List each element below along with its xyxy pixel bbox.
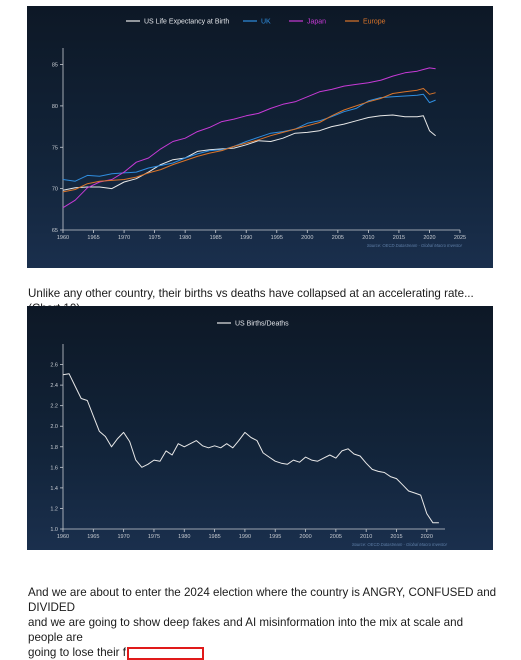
y-tick-label: 65 [52, 228, 58, 234]
x-tick-label: 2000 [299, 534, 311, 540]
y-tick-label: 80 [52, 104, 58, 110]
life-expectancy-chart-svg: 65 70 75 80 85 1960 1965 1970 1975 1980 1985 1990 19… [52, 19, 466, 249]
life-expectancy-chart: 65 70 75 80 85 1960 1965 1970 1975 1980 1985 1990 19… [27, 6, 493, 268]
paragraph-election-line-3: going to lose their f [28, 645, 498, 660]
x-tick-label: 1985 [208, 534, 220, 540]
y-tick-label: 75 [52, 145, 58, 151]
y-tick-label: 1.0 [50, 527, 58, 533]
x-tick-label: 1990 [240, 235, 252, 241]
y-tick-label: 85 [52, 63, 58, 69]
births-deaths-chart: 1.0 1.2 1.4 1.6 1.8 2.0 2.2 2.4 2.6 1960 1965 1970 1… [27, 306, 493, 550]
x-tick-label: 1965 [87, 235, 99, 241]
legend-label: US Births/Deaths [235, 321, 289, 328]
paragraph-election-line-2: and we are going to show deep fakes and … [28, 616, 464, 644]
y-tick-label: 2.0 [50, 424, 58, 430]
x-tick-label: 2010 [360, 534, 372, 540]
y-tick-label: 2.2 [50, 404, 58, 410]
x-tick-label: 1980 [178, 534, 190, 540]
source-note: Source: OECD Datastream - Global Macro I… [352, 542, 448, 547]
series-line-europe [62, 88, 436, 193]
x-tick-label: 1990 [239, 534, 251, 540]
legend-label: UK [261, 19, 271, 26]
y-tick-label: 70 [52, 187, 58, 193]
x-tick-label: 2015 [390, 534, 402, 540]
series-line-uk [62, 93, 436, 182]
x-tick-label: 1960 [57, 235, 69, 241]
births-deaths-chart-svg: 1.0 1.2 1.4 1.6 1.8 2.0 2.2 2.4 2.6 1960 1965 1970 1… [50, 321, 448, 548]
y-tick-label: 1.6 [50, 465, 58, 471]
y-tick-label: 2.4 [50, 383, 58, 389]
x-tick-label: 2025 [454, 235, 466, 241]
x-tick-label: 1985 [210, 235, 222, 241]
paragraph-election-line-3-text: going to lose their f [28, 646, 126, 659]
series-line-japan [62, 67, 436, 209]
redaction-box [126, 647, 204, 660]
x-tick-label: 1980 [179, 235, 191, 241]
x-tick-label: 2005 [330, 534, 342, 540]
x-tick-label: 1995 [269, 534, 281, 540]
legend-label: Japan [307, 19, 326, 26]
y-tick-label: 1.8 [50, 445, 58, 451]
x-tick-label: 1960 [57, 534, 69, 540]
x-tick-label: 1975 [148, 235, 160, 241]
series-line-us-life-expectancy-at-birth [62, 114, 436, 191]
x-tick-label: 2005 [332, 235, 344, 241]
x-tick-label: 1965 [87, 534, 99, 540]
x-tick-label: 1970 [118, 534, 130, 540]
series-line-us-births-deaths [62, 373, 439, 524]
x-tick-label: 1975 [148, 534, 160, 540]
legend-label: Europe [363, 19, 386, 26]
y-tick-label: 1.2 [50, 506, 58, 512]
paragraph-election: And we are about to enter the 2024 elect… [28, 585, 498, 660]
x-tick-label: 2020 [423, 235, 435, 241]
y-tick-label: 2.6 [50, 363, 58, 369]
x-tick-label: 2010 [362, 235, 374, 241]
x-tick-label: 2015 [393, 235, 405, 241]
x-tick-label: 2020 [421, 534, 433, 540]
x-tick-label: 1995 [271, 235, 283, 241]
legend-label: US Life Expectancy at Birth [144, 19, 229, 26]
y-tick-label: 1.4 [50, 486, 58, 492]
x-tick-label: 2000 [301, 235, 313, 241]
paragraph-election-line-1: And we are about to enter the 2024 elect… [28, 586, 497, 614]
source-note: Source: OECD Datastream - Global Macro I… [367, 243, 463, 248]
x-tick-label: 1970 [118, 235, 130, 241]
